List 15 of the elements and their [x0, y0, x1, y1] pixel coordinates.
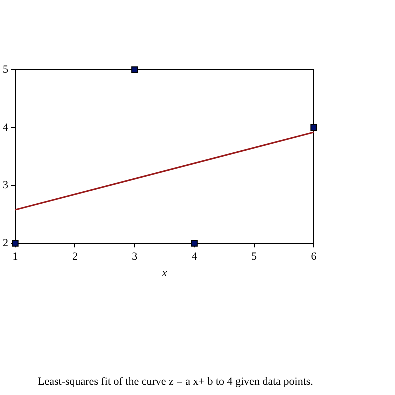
x-tick-label: 5 [252, 251, 258, 264]
x-tick-label: 1 [12, 251, 18, 264]
x-tick-label: 3 [132, 251, 138, 264]
point [310, 124, 318, 132]
x-axis-title: x [161, 267, 168, 280]
x-tick-label: 2 [72, 251, 78, 264]
text: Least-squares fit of the curve z = a x+ b to 4 given data points. [38, 376, 314, 388]
y-tick-label: 2 [3, 237, 8, 250]
y-tick-label: 5 [3, 64, 9, 76]
x-tick-label: 6 [311, 251, 318, 264]
y-tick-label: 3 [3, 180, 9, 192]
point [132, 66, 138, 74]
y-tick-label: 4 [3, 122, 9, 134]
x-tick-label: 4 [192, 251, 198, 264]
point [191, 240, 198, 247]
